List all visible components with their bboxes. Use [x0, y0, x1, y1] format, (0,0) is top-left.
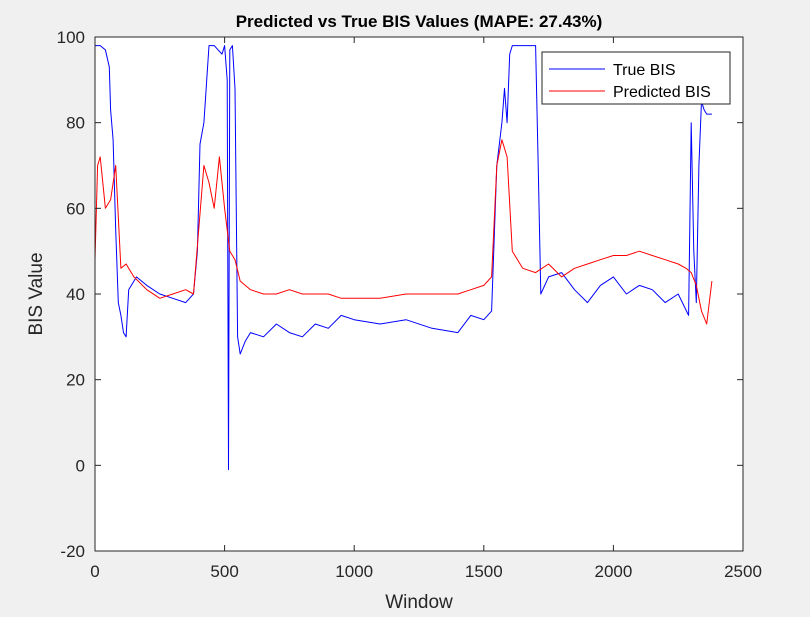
x-tick-label: 1500: [465, 562, 503, 581]
legend: True BIS Predicted BIS: [541, 51, 731, 105]
y-tick-label: 0: [76, 456, 85, 475]
chart-title: Predicted vs True BIS Values (MAPE: 27.4…: [236, 12, 603, 31]
x-tick-label: 500: [210, 562, 238, 581]
y-tick-label: 40: [66, 285, 85, 304]
legend-label-true-bis: True BIS: [613, 62, 676, 79]
x-tick-label: 0: [90, 562, 99, 581]
y-tick-label: -20: [60, 542, 85, 561]
y-tick-label: 80: [66, 114, 85, 133]
x-tick-label: 2500: [724, 562, 762, 581]
x-tick-label: 1000: [335, 562, 373, 581]
y-axis-label: BIS Value: [26, 252, 47, 335]
series-line-predicted-bis: [95, 139, 713, 325]
y-tick-label: 20: [66, 371, 85, 390]
y-tick-label: 100: [57, 28, 85, 47]
y-tick-label: 60: [66, 199, 85, 218]
legend-box: [541, 51, 731, 105]
series-layer: [95, 45, 713, 471]
tick-layer: 0 500 1000 1500 2000 2500 -20 0 20 40 60 80 100: [57, 28, 762, 581]
x-tick-label: 2000: [594, 562, 632, 581]
series-line-true-bis: [95, 45, 712, 471]
x-axis-label: Window: [385, 592, 453, 613]
legend-label-predicted-bis: Predicted BIS: [613, 84, 711, 101]
